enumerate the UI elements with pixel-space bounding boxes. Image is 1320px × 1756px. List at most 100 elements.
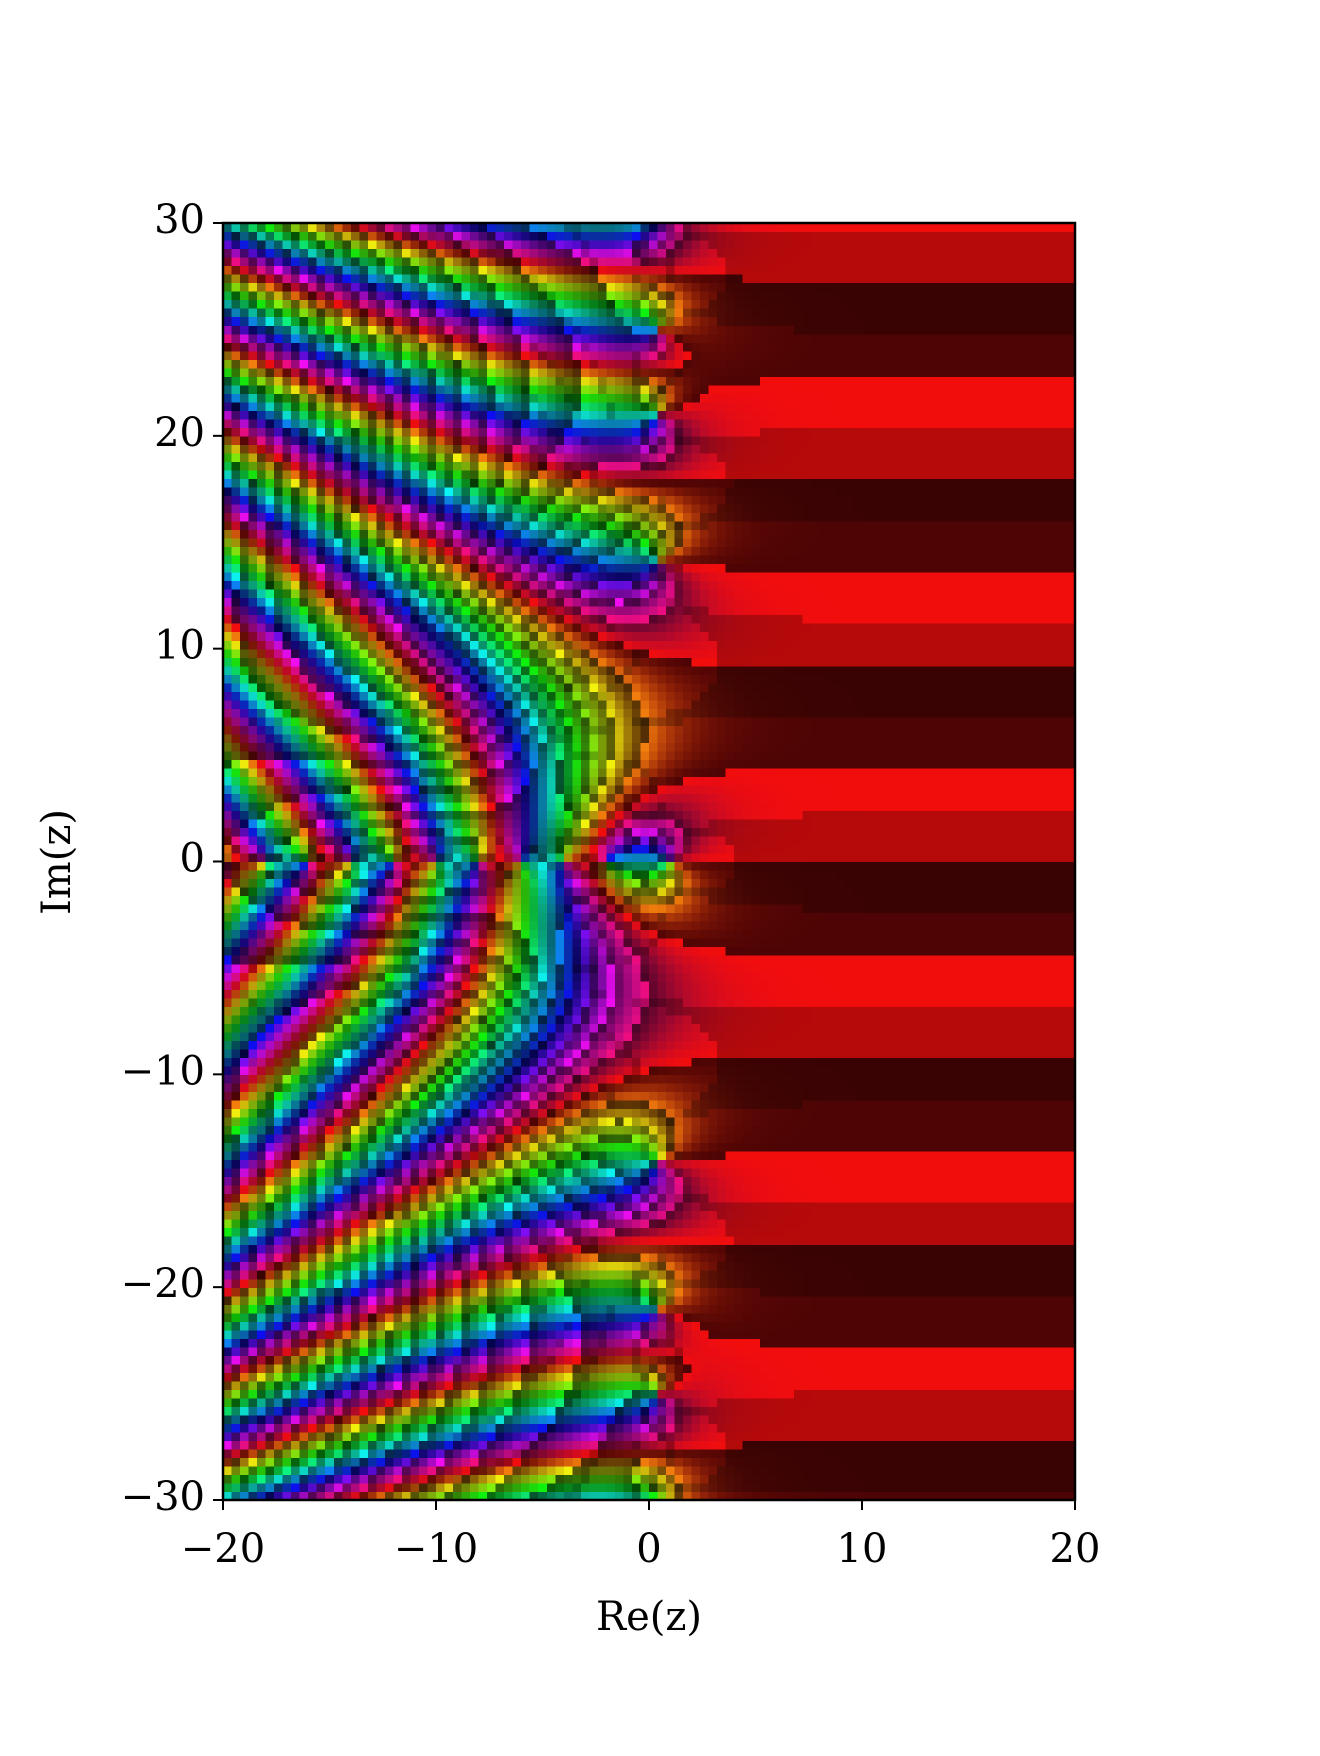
domain-cell: [342, 223, 352, 233]
domain-cell: [470, 461, 480, 471]
domain-cell: [350, 367, 360, 377]
domain-cell: [444, 878, 454, 888]
domain-cell: [223, 495, 233, 505]
domain-cell: [367, 1116, 377, 1127]
domain-cell: [359, 444, 369, 454]
domain-cell: [427, 1295, 437, 1305]
domain-cell: [325, 308, 335, 318]
domain-cell: [444, 674, 454, 684]
domain-cell: [487, 1431, 497, 1442]
domain-cell: [257, 1457, 267, 1467]
domain-cell: [410, 1261, 420, 1271]
domain-cell: [325, 1406, 335, 1416]
domain-cell: [478, 742, 488, 752]
domain-cell: [248, 282, 258, 292]
domain-cell: [393, 1185, 403, 1195]
domain-cell: [325, 1380, 335, 1390]
domain-cell: [316, 682, 326, 692]
domain-cell: [410, 1338, 420, 1348]
domain-cell: [470, 640, 480, 650]
domain-cell: [308, 1082, 318, 1092]
domain-cell: [384, 537, 394, 548]
domain-cell: [470, 938, 480, 948]
domain-cell: [240, 699, 250, 709]
domain-cell: [384, 946, 394, 956]
domain-cell: [333, 520, 343, 531]
domain-cell: [350, 691, 360, 701]
domain-cell: [240, 1482, 250, 1493]
domain-cell: [478, 1261, 488, 1271]
domain-cell: [478, 980, 488, 990]
domain-cell: [308, 1372, 318, 1382]
domain-cell: [470, 887, 480, 897]
domain-cell: [342, 291, 352, 301]
domain-cell: [487, 1312, 497, 1322]
domain-cell: [282, 444, 292, 454]
domain-cell: [359, 1278, 369, 1288]
domain-cell: [487, 1099, 497, 1109]
domain-cell: [461, 1491, 471, 1501]
domain-cell: [282, 631, 292, 641]
domain-cell: [478, 282, 488, 292]
domain-cell: [470, 1227, 480, 1237]
domain-cell: [427, 1159, 437, 1169]
domain-cell: [478, 852, 488, 863]
domain-cell: [240, 580, 250, 590]
domain-cell: [299, 716, 309, 726]
domain-cell: [325, 299, 335, 309]
domain-cell: [223, 1440, 233, 1450]
domain-cell: [257, 1465, 267, 1476]
domain-cell: [384, 1440, 394, 1450]
domain-cell: [495, 299, 505, 309]
domain-cell: [240, 325, 250, 335]
domain-cell: [308, 887, 318, 897]
domain-cell: [478, 1363, 488, 1373]
domain-cell: [418, 733, 429, 743]
domain-cell: [495, 1363, 505, 1373]
domain-cell: [453, 997, 463, 1007]
domain-cell: [367, 1329, 377, 1339]
domain-cell: [248, 1185, 258, 1195]
domain-cell: [495, 282, 505, 292]
domain-cell: [478, 1474, 488, 1484]
domain-cell: [231, 946, 241, 956]
domain-cell: [359, 1185, 369, 1195]
domain-cell: [478, 861, 488, 871]
domain-cell: [265, 486, 275, 497]
domain-cell: [342, 665, 352, 675]
domain-cell: [436, 955, 446, 965]
domain-cell: [291, 1048, 301, 1058]
domain-cell: [359, 691, 369, 701]
domain-cell: [495, 1338, 505, 1348]
domain-cell: [316, 444, 326, 454]
domain-cell: [291, 333, 301, 343]
domain-cell: [308, 1023, 318, 1033]
domain-cell: [410, 367, 420, 377]
domain-cell: [367, 1355, 377, 1365]
domain-cell: [461, 1014, 471, 1024]
domain-cell: [478, 674, 488, 684]
domain-cell: [495, 912, 505, 922]
domain-cell: [257, 708, 267, 718]
domain-cell: [342, 1244, 352, 1254]
domain-cell: [376, 955, 386, 965]
domain-cell: [342, 1372, 352, 1382]
domain-cell: [504, 1423, 514, 1433]
domain-cell: [325, 759, 335, 769]
domain-cell: [410, 1270, 420, 1280]
domain-cell: [461, 759, 471, 769]
domain-cell: [418, 921, 429, 931]
domain-cell: [376, 1202, 386, 1212]
domain-cell: [487, 274, 497, 284]
domain-cell: [248, 887, 258, 897]
domain-cell: [418, 427, 429, 437]
domain-cell: [444, 1270, 454, 1280]
domain-cell: [453, 572, 463, 582]
domain-cell: [350, 469, 360, 479]
domain-cell: [342, 257, 352, 267]
domain-cell: [384, 316, 394, 326]
domain-cell: [427, 818, 437, 829]
domain-cell: [308, 1414, 318, 1424]
domain-cell: [291, 401, 301, 411]
domain-cell: [384, 1014, 394, 1024]
